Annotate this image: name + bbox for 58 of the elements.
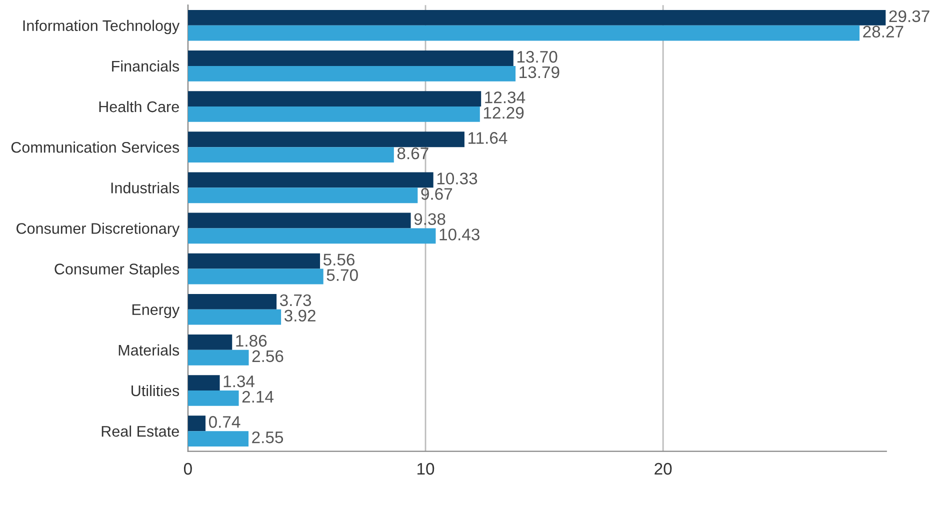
y-tick-label: Energy — [132, 304, 180, 318]
data-label: 11.64 — [468, 132, 508, 144]
y-tick-label: Communication Services — [11, 142, 180, 153]
bar — [188, 253, 320, 269]
data-label: 9.67 — [421, 188, 452, 200]
bar — [188, 66, 516, 82]
bar — [188, 294, 277, 310]
bar — [188, 132, 464, 148]
data-label: 12.34 — [485, 91, 526, 104]
data-label: 10.43 — [440, 228, 480, 240]
data-label: 3.73 — [280, 294, 312, 306]
bar — [188, 390, 239, 406]
bar — [188, 416, 206, 432]
data-label: 9.38 — [414, 213, 446, 225]
y-tick-label: Real Estate — [102, 426, 179, 437]
data-label: 2.14 — [242, 390, 274, 403]
bar — [188, 268, 324, 284]
data-label: 13.70 — [517, 50, 558, 63]
x-tick-label: 0 — [184, 462, 192, 475]
bar — [188, 106, 480, 122]
bar — [188, 25, 860, 41]
data-label: 12.29 — [484, 106, 524, 119]
bar — [188, 147, 394, 163]
y-tick-label: Financials — [112, 60, 180, 72]
bar — [188, 212, 411, 228]
y-tick-label: Industrials — [111, 182, 180, 194]
data-label: 3.92 — [284, 310, 316, 322]
data-label: 29.37 — [889, 10, 930, 22]
bar — [188, 431, 249, 446]
data-label: 1.34 — [224, 375, 254, 388]
data-label: 1.86 — [236, 334, 267, 347]
bar — [188, 50, 514, 66]
bar — [188, 350, 249, 366]
data-label: 5.70 — [326, 269, 358, 281]
bar — [188, 334, 232, 350]
bar — [188, 228, 436, 244]
y-tick-label: Consumer Staples — [54, 263, 180, 278]
bar — [188, 172, 434, 188]
y-tick-label: Information Technology — [23, 20, 180, 34]
bar — [188, 188, 418, 204]
data-label: 2.55 — [252, 431, 284, 444]
x-tick-label: 10 — [418, 462, 434, 475]
data-label: 13.79 — [520, 66, 560, 78]
bar — [188, 10, 886, 26]
data-label: 0.74 — [208, 416, 240, 428]
y-tick-label: Materials — [118, 344, 180, 356]
bar — [188, 91, 482, 107]
x-tick-label: 20 — [654, 462, 672, 475]
data-label: 28.27 — [863, 26, 904, 38]
data-label: 8.67 — [397, 147, 428, 160]
data-label: 10.33 — [437, 172, 478, 184]
y-tick-label: Utilities — [132, 384, 180, 396]
data-label: 2.56 — [252, 350, 284, 362]
y-tick-label: Consumer Discretionary — [16, 222, 180, 237]
bar — [188, 309, 282, 325]
data-label: 5.56 — [323, 254, 355, 266]
y-tick-label: Health Care — [99, 100, 179, 112]
bar — [188, 375, 220, 390]
